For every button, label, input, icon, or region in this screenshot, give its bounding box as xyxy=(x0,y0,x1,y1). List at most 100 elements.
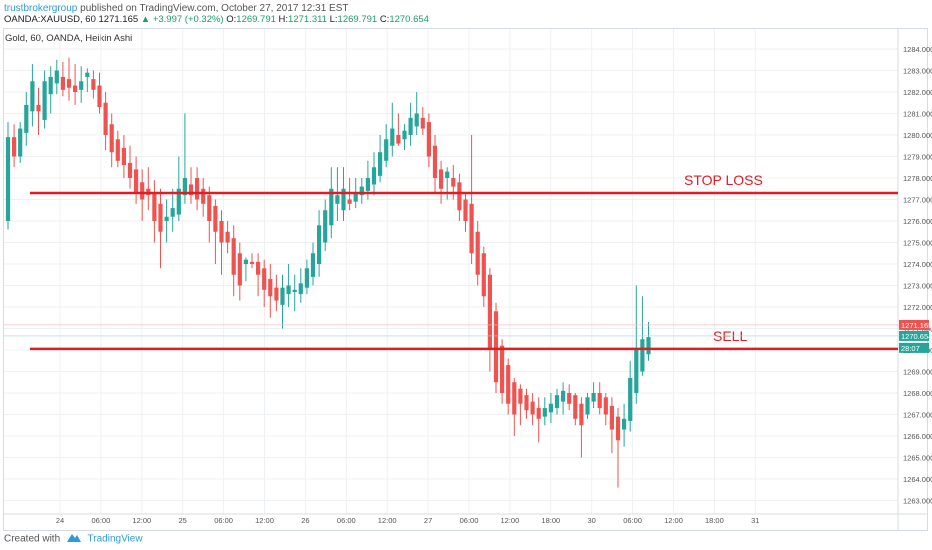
x-tick-label: 12:00 xyxy=(378,516,397,525)
open-value: 1269.791 xyxy=(236,14,276,25)
candle-body xyxy=(91,79,96,90)
candle-body xyxy=(268,279,273,297)
candle-body xyxy=(231,238,236,275)
candle-body xyxy=(256,261,261,275)
x-tick-label: 06:00 xyxy=(92,516,111,525)
candle-body xyxy=(475,231,480,275)
footer: Created with TradingView xyxy=(4,533,143,545)
candle-body xyxy=(298,283,303,295)
price-change: ▲ +3.997 (+0.32%) xyxy=(140,14,224,25)
candle-body xyxy=(554,395,560,409)
candle-body xyxy=(304,268,309,288)
candle-body xyxy=(591,393,596,402)
candle-body xyxy=(615,416,621,441)
candle-body xyxy=(109,124,114,153)
candle-body xyxy=(365,178,370,191)
y-tick-label: 1281.000 xyxy=(903,110,932,119)
candle-body xyxy=(18,128,23,157)
candle-body xyxy=(487,274,492,350)
candle-body xyxy=(249,261,255,264)
price-badge-label-countdown: 28:07 xyxy=(901,344,920,353)
candle-body xyxy=(79,81,84,90)
candle-body xyxy=(219,221,224,243)
candle-body xyxy=(420,117,425,129)
candle-body xyxy=(188,184,194,196)
candle-body xyxy=(402,130,407,140)
x-tick-label: 12:00 xyxy=(255,516,274,525)
x-tick-label: 06:00 xyxy=(623,516,642,525)
candle-body xyxy=(457,182,462,211)
high-label: H: xyxy=(278,14,289,25)
last-price: 1271.165 xyxy=(98,14,139,25)
candle-body xyxy=(60,76,65,90)
candle-body xyxy=(353,193,358,202)
candle-body xyxy=(170,208,175,217)
x-tick-label: 30 xyxy=(588,516,596,525)
candle-body xyxy=(103,102,108,135)
author-link[interactable]: trustbrokergroup xyxy=(4,3,78,14)
candle-body xyxy=(12,137,17,157)
price-badge-label-close: 1270.654 xyxy=(901,332,932,341)
candle-body xyxy=(542,408,547,417)
y-tick-label: 1263.000 xyxy=(903,497,932,506)
tradingview-link[interactable]: TradingView xyxy=(87,533,143,545)
candle-body xyxy=(506,365,511,404)
candle-body xyxy=(347,199,352,204)
candle-body xyxy=(262,268,267,290)
candle-body xyxy=(152,193,157,221)
candle-body xyxy=(317,225,322,264)
candle-body xyxy=(207,195,212,221)
y-tick-label: 1274.000 xyxy=(903,260,932,269)
symbol-label: OANDA:XAUUSD, 60 xyxy=(4,14,96,25)
candle-body xyxy=(54,70,59,84)
candle-body xyxy=(371,167,377,185)
candle-body xyxy=(500,345,505,393)
x-tick-label: 24 xyxy=(56,516,64,525)
candle-body xyxy=(640,339,645,372)
y-tick-label: 1277.000 xyxy=(903,196,932,205)
candle-body xyxy=(530,401,535,415)
candle-body xyxy=(237,253,242,286)
candle-body xyxy=(243,259,248,264)
y-tick-label: 1282.000 xyxy=(903,88,932,97)
candle-body xyxy=(195,178,200,200)
candle-body xyxy=(36,104,41,112)
tradingview-logo-icon xyxy=(66,533,81,545)
low-value: 1269.791 xyxy=(337,14,378,25)
candle-body xyxy=(158,203,163,232)
candle-body xyxy=(493,311,499,383)
candle-body xyxy=(603,397,608,415)
price-badge-countdown xyxy=(899,342,929,353)
y-tick-label: 1267.000 xyxy=(903,411,932,420)
y-tick-label: 1272.000 xyxy=(903,303,932,312)
y-tick-label: 1266.000 xyxy=(903,432,932,441)
candle-body xyxy=(390,128,395,146)
y-tick-label: 1273.000 xyxy=(903,282,932,291)
candle-body xyxy=(573,395,578,419)
high-value: 1271.311 xyxy=(288,14,327,25)
y-tick-label: 1280.000 xyxy=(903,131,932,140)
candle-body xyxy=(182,178,187,196)
candle-body xyxy=(432,145,438,178)
y-tick-label: 1279.000 xyxy=(903,153,932,162)
candle-body xyxy=(121,147,126,166)
candle-body xyxy=(414,113,419,127)
candle-body xyxy=(274,287,279,301)
x-tick-label: 25 xyxy=(179,516,187,525)
candle-body xyxy=(396,135,401,144)
candle-body xyxy=(24,104,29,133)
candle-body xyxy=(426,122,431,157)
candle-body xyxy=(646,337,651,355)
x-tick-label: 12:00 xyxy=(132,516,151,525)
candle-body xyxy=(341,188,346,211)
candle-body xyxy=(292,289,297,292)
y-tick-label: 1275.000 xyxy=(903,239,932,248)
chart-frame[interactable] xyxy=(3,28,928,531)
candle-body xyxy=(579,403,584,426)
candle-body xyxy=(518,388,523,404)
candle-body xyxy=(597,393,602,409)
candle-body xyxy=(609,405,614,430)
candle-body xyxy=(384,139,389,161)
candle-body xyxy=(628,377,633,421)
